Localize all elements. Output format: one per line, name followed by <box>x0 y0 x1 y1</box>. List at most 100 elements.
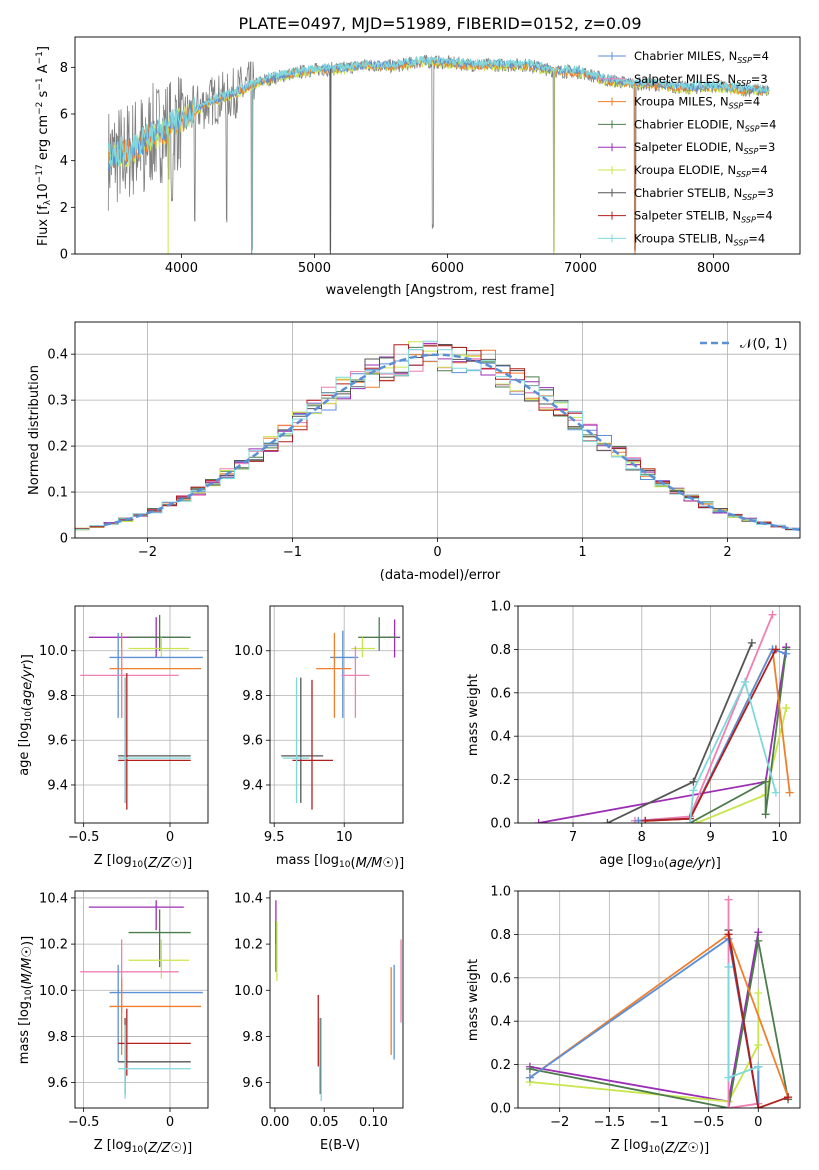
y-axis-label: age [log10(age/yr)] <box>17 654 35 776</box>
axes-frame <box>74 605 209 824</box>
x-tick-label: −1.5 <box>594 1115 626 1130</box>
weight-point-kroupa_stelib <box>754 1062 763 1071</box>
x-axis-label: Z [log10(Z/Z☉)] <box>94 1138 193 1156</box>
y-tick-label: 0.1 <box>47 486 68 501</box>
x-tick-label: −0.5 <box>68 830 100 845</box>
weight-point-kroupa_elodie <box>754 1041 763 1050</box>
axes-frame <box>74 890 209 1109</box>
plot-area <box>275 900 402 1102</box>
spectrum-data-line <box>107 54 770 254</box>
weight-point-kroupa_stelib <box>689 786 698 795</box>
weight-point-chabrier_stelib <box>603 819 612 823</box>
weight-point-salpeter_elodie <box>534 819 543 823</box>
weight-point-salpeter_miles <box>724 1104 733 1108</box>
x-tick-label: −2 <box>138 545 157 560</box>
x-axis-label: Z [log10(Z/Z☉)] <box>611 1138 710 1156</box>
x-tick-label: 8 <box>638 830 646 845</box>
weight-point-salpeter_stelib <box>724 930 733 939</box>
y-tick-label: 9.8 <box>47 689 68 704</box>
legend-label-kroupa_elodie: Kroupa ELODIE, NSSP=4 <box>634 163 768 179</box>
y-tick-label: 9.6 <box>242 734 263 749</box>
weight-point-chabrier_elodie <box>761 810 770 819</box>
weight-line-salpeter_stelib <box>727 934 789 1108</box>
weight-point-salpeter_elodie <box>754 928 763 937</box>
x-tick-label: −2 <box>550 1115 569 1130</box>
x-axis-label: mass [log10(M/M☉)] <box>276 853 404 871</box>
figure-title: PLATE=0497, MJD=51989, FIBERID=0152, z=0… <box>238 14 641 33</box>
plot-area <box>75 606 208 823</box>
x-tick-label: 0 <box>433 545 441 560</box>
y-axis-label: Flux [fλ10−17 erg cm−2 s−1 A−1] <box>35 46 53 246</box>
y-tick-label: 9.4 <box>242 778 263 793</box>
y-tick-label: 0 <box>60 532 68 547</box>
plot-area <box>75 322 800 538</box>
x-tick-label: 7000 <box>564 261 597 276</box>
x-tick-label: 10 <box>336 830 353 845</box>
plot-area <box>518 606 800 823</box>
x-tick-label: 0 <box>166 1115 174 1130</box>
x-axis-label: Z [log10(Z/Z☉)] <box>94 853 193 871</box>
axes-mass_vs_EBV: 0.00 0.05 0.10 9.6 9.8 10.0 10.2 10.4 E(B-V) <box>234 890 404 1153</box>
plot-area <box>107 54 770 254</box>
legend-label-kroupa_miles: Kroupa MILES, NSSP=4 <box>634 95 760 111</box>
weight-point-kroupa_elodie <box>754 988 763 997</box>
x-tick-label: −0.5 <box>693 1115 725 1130</box>
y-tick-label: 0.4 <box>47 348 68 363</box>
x-tick-label: −0.5 <box>68 1115 100 1130</box>
y-tick-label: 9.8 <box>47 1030 68 1045</box>
y-tick-label: 0.6 <box>490 971 511 986</box>
axes-frame <box>517 890 801 1109</box>
x-tick-label: 0 <box>166 830 174 845</box>
x-tick-label: 5000 <box>298 261 331 276</box>
y-tick-label: 10.0 <box>234 984 263 999</box>
y-tick-label: 10.0 <box>39 644 68 659</box>
y-tick-label: 0.0 <box>490 1102 511 1117</box>
model-spectrum-kroupa_elodie <box>107 58 770 169</box>
x-tick-label: 1 <box>578 545 586 560</box>
y-tick-label: 0.4 <box>490 1015 511 1030</box>
weight-point-salpeter_stelib <box>784 1093 793 1102</box>
legend-label-salpeter_elodie: Salpeter ELODIE, NSSP=3 <box>634 140 775 156</box>
y-tick-label: 0.2 <box>47 440 68 455</box>
axes-frame <box>517 605 801 824</box>
axes-weight_vs_age: 7 8 9 10 0.0 0.2 0.4 0.6 0.8 1.0 age [log10(age/yr… <box>466 600 801 871</box>
x-tick-label: 0.10 <box>359 1115 388 1130</box>
axes-spectrum: 4000 5000 6000 7000 8000 0 2 4 6 8 wavelength [Ang… <box>35 36 801 298</box>
weight-point-chabrier_stelib <box>689 777 698 786</box>
weight-point-salpeter_miles <box>724 895 733 904</box>
y-tick-label: 4 <box>60 154 68 169</box>
x-tick-label: 7 <box>569 830 577 845</box>
weight-point-salpeter_stelib <box>754 1104 763 1108</box>
weight-point-chabrier_elodie <box>754 936 763 945</box>
y-tick-label: 10.2 <box>39 938 68 953</box>
model-spectrum-chabrier_miles <box>107 57 770 171</box>
y-tick-label: 9.6 <box>47 1076 68 1091</box>
weight-point-salpeter_stelib <box>771 645 780 654</box>
weight-point-salpeter_stelib <box>641 816 650 823</box>
legend-label-salpeter_stelib: Salpeter STELIB, NSSP=4 <box>634 209 773 225</box>
plot-area <box>270 606 403 823</box>
x-tick-label: 0.05 <box>310 1115 339 1130</box>
y-tick-label: 0.6 <box>490 686 511 701</box>
legend-label-chabrier_miles: Chabrier MILES, NSSP=4 <box>634 49 769 65</box>
y-tick-label: 0.3 <box>47 394 68 409</box>
axes-age_vs_Z: −0.5 0 9.4 9.6 9.8 10.0 Z [log10(Z/Z☉)] age [lo… <box>17 605 209 871</box>
x-axis-label: E(B-V) <box>320 1138 360 1153</box>
plot-area <box>75 891 208 1108</box>
y-tick-label: 10.4 <box>234 891 263 906</box>
x-tick-label: 0.00 <box>260 1115 289 1130</box>
normal-reference-curve <box>103 353 800 532</box>
y-tick-label: 8 <box>60 61 68 76</box>
y-tick-label: 0.8 <box>490 928 511 943</box>
legend-label-salpeter_miles: Salpeter MILES, NSSP=3 <box>634 72 768 88</box>
y-tick-label: 10.4 <box>39 891 68 906</box>
weight-point-chabrier_miles <box>634 816 643 823</box>
weight-point-kroupa_elodie <box>692 819 701 823</box>
y-tick-label: 0.4 <box>490 730 511 745</box>
x-tick-label: 4000 <box>165 261 198 276</box>
weight-point-kroupa_elodie <box>782 703 791 712</box>
y-tick-label: 9.8 <box>242 689 263 704</box>
legend-label-chabrier_elodie: Chabrier ELODIE, NSSP=4 <box>634 117 776 133</box>
y-tick-label: 9.8 <box>242 1030 263 1045</box>
axes-residual_hist: −2 −1 0 1 2 0 0.1 0.2 0.3 0.4 (data-model)/error No… <box>27 321 801 583</box>
